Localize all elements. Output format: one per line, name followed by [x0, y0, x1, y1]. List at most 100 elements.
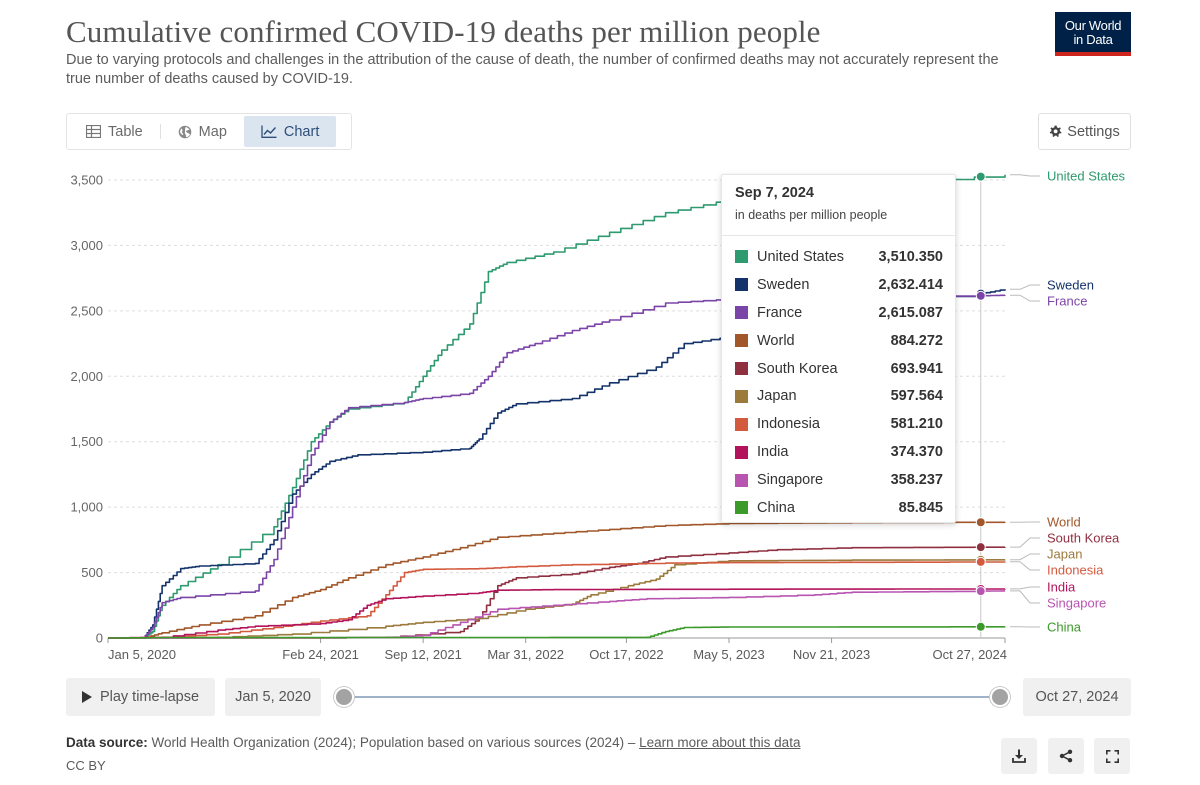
tooltip-row: Indonesia 581.210 [735, 410, 943, 438]
learn-more-link[interactable]: Learn more about this data [639, 735, 801, 750]
hover-dot [975, 290, 986, 301]
end-label: China [1047, 620, 1082, 635]
series-line [108, 294, 1006, 639]
download-icon [1012, 749, 1026, 763]
end-label: Japan [1047, 547, 1082, 562]
tooltip-series-value: 2,615.087 [878, 304, 943, 321]
tooltip-series-name: Japan [757, 388, 797, 405]
tooltip-series-name: Indonesia [757, 416, 820, 433]
tab-map-label: Map [198, 123, 227, 140]
line-chart-icon [261, 125, 277, 138]
series-line [108, 289, 1006, 639]
end-date-label: Oct 27, 2024 [1035, 689, 1119, 705]
timeline-end-handle[interactable] [990, 687, 1010, 707]
tooltip-row: Singapore 358.237 [735, 466, 943, 494]
play-icon [81, 691, 92, 703]
tab-table[interactable]: Table [69, 116, 160, 147]
tooltip-row: World 884.272 [735, 327, 943, 355]
tooltip-series-value: 884.272 [890, 332, 943, 349]
x-tick-label: Nov 21, 2023 [793, 647, 870, 662]
tooltip-row: United States 3,510.350 [735, 243, 943, 271]
tooltip-series-value: 2,632.414 [878, 276, 943, 293]
y-tick-label: 1,000 [70, 500, 103, 515]
tab-chart[interactable]: Chart [243, 116, 337, 147]
data-source-label: Data source: [66, 735, 148, 750]
end-label: India [1047, 580, 1076, 595]
view-tabs: Table Map Chart [66, 113, 352, 150]
tooltip-series-name: South Korea [757, 360, 838, 377]
tooltip-series-name: Singapore [757, 472, 824, 489]
end-label: World [1047, 515, 1081, 530]
label-connector [1010, 561, 1040, 571]
tooltip-swatch [735, 278, 748, 292]
settings-button[interactable]: Settings [1038, 113, 1131, 150]
series-line [108, 590, 1005, 639]
timeline-track[interactable] [344, 696, 1000, 698]
fullscreen-button[interactable] [1094, 738, 1130, 774]
tooltip-divider [722, 235, 955, 236]
tooltip-series-name: Sweden [757, 276, 810, 293]
y-tick-label: 3,000 [70, 238, 103, 253]
table-icon [86, 125, 101, 138]
series-line [108, 546, 1006, 639]
series-line [108, 588, 1006, 639]
tooltip-swatch [735, 389, 748, 403]
hover-dot [975, 621, 986, 632]
tooltip-swatch [735, 417, 748, 431]
download-button[interactable] [1001, 738, 1037, 774]
tooltip-series-name: World [757, 332, 795, 349]
tab-divider [159, 124, 161, 139]
owid-logo[interactable]: Our World in Data [1055, 12, 1131, 56]
x-axis: Jan 5, 2020 Feb 24, 2021 Sep 12, 2021 Mar 3… [107, 637, 1007, 662]
tooltip-series-value: 358.237 [890, 472, 943, 489]
tooltip-row: China 85.845 [735, 494, 943, 522]
y-tick-label: 1,500 [70, 434, 103, 449]
share-icon [1059, 749, 1073, 763]
end-label: United States [1047, 169, 1126, 184]
tooltip-date: Sep 7, 2024 [735, 185, 814, 201]
tab-map[interactable]: Map [161, 116, 244, 147]
y-tick-label: 3,500 [70, 173, 103, 188]
tooltip-swatch [735, 362, 748, 375]
series-line [108, 561, 1006, 639]
play-timelapse-button[interactable]: Play time-lapse [66, 678, 215, 716]
tooltip-series-value: 3,510.350 [878, 248, 943, 265]
share-button[interactable] [1048, 738, 1084, 774]
play-label: Play time-lapse [99, 689, 200, 705]
start-date-label: Jan 5, 2020 [235, 689, 311, 705]
tooltip-swatch [735, 501, 748, 515]
data-source-text: World Health Organization (2024); Popula… [151, 735, 636, 750]
tooltip-series-value: 374.370 [890, 444, 943, 461]
tooltip-swatch [735, 334, 748, 348]
y-tick-label: 2,500 [70, 303, 103, 318]
tooltip-series-value: 693.941 [890, 360, 943, 377]
timeline-start-handle[interactable] [334, 687, 354, 707]
label-connector [1010, 537, 1040, 548]
x-tick-label: May 5, 2023 [693, 647, 765, 662]
label-connector [1010, 294, 1040, 302]
end-label: Sweden [1047, 278, 1094, 293]
chart-subtitle: Due to varying protocols and challenges … [66, 52, 999, 87]
y-tick-label: 0 [96, 631, 103, 646]
start-date-button[interactable]: Jan 5, 2020 [225, 678, 321, 716]
line-chart: 0 500 1,000 1,500 2,000 2,500 3,000 3,500 Jan 5… [70, 169, 1126, 663]
chart-title: Cumulative confirmed COVID-19 deaths per… [66, 14, 821, 49]
label-connector [1010, 174, 1040, 177]
tooltip-series-name: France [757, 304, 803, 321]
end-label: South Korea [1047, 531, 1120, 546]
series-lines [108, 174, 1006, 639]
data-source: Data source: World Health Organization (… [66, 735, 800, 750]
tooltip-series-value: 581.210 [890, 416, 943, 433]
license: CC BY [66, 758, 106, 773]
end-date-button[interactable]: Oct 27, 2024 [1023, 678, 1131, 716]
tooltip-row: Sweden 2,632.414 [735, 271, 943, 299]
hover-dot [975, 542, 986, 553]
globe-icon [178, 125, 191, 138]
tab-table-label: Table [108, 123, 143, 140]
tooltip-swatch [735, 473, 748, 487]
tooltip-series-name: India [757, 444, 789, 461]
x-tick-label: Oct 27, 2024 [933, 647, 1007, 662]
y-axis-ticks: 0 500 1,000 1,500 2,000 2,500 3,000 3,500 [70, 173, 103, 646]
hover-dot [975, 171, 986, 182]
